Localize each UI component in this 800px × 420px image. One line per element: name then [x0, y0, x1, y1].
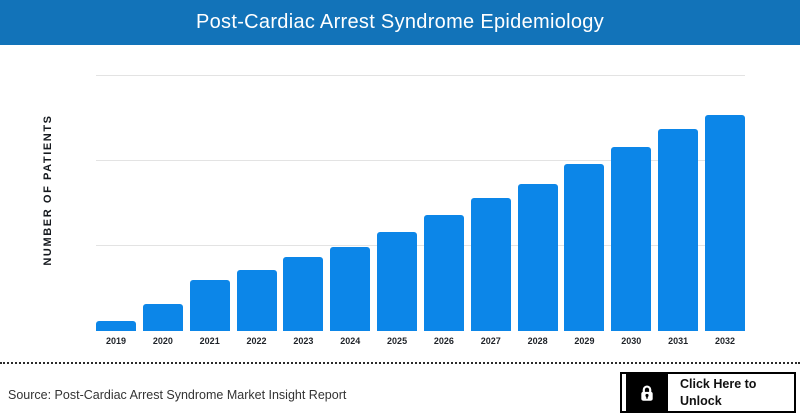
x-axis-tick-2025: 2025: [387, 336, 408, 346]
x-axis-labels: 2019 2020 2021 2022 2023 2024 2025 2026 2027 2028…: [96, 336, 745, 346]
bar-2027: [470, 198, 511, 331]
bar-2024: [330, 247, 371, 331]
x-axis-tick-2023: 2023: [293, 336, 314, 346]
bar-2031: [658, 129, 699, 331]
gridline: [96, 160, 745, 161]
chart-title: Post-Cardiac Arrest Syndrome Epidemiolog…: [195, 11, 605, 33]
x-axis-tick-2026: 2026: [433, 336, 454, 346]
x-axis-tick-2029: 2029: [574, 336, 595, 346]
unlock-label-line1: Click Here to: [680, 377, 757, 392]
x-axis-tick-2027: 2027: [480, 336, 501, 346]
y-axis-label: NUMBER OF PATIENTS: [42, 114, 54, 266]
bar-2025: [377, 232, 418, 331]
x-axis-tick-2032: 2032: [714, 336, 735, 346]
source-text: Source: Post-Cardiac Arrest Syndrome Mar…: [8, 388, 347, 402]
bar-2026: [423, 215, 464, 331]
bar-2019: [96, 321, 136, 331]
bar-2022: [236, 270, 277, 331]
x-axis-tick-2028: 2028: [527, 336, 548, 346]
bars: [96, 75, 745, 331]
bar-2023: [283, 257, 324, 331]
lock-icon: [626, 374, 668, 411]
x-axis-tick-2031: 2031: [668, 336, 689, 346]
plot-area: [96, 75, 745, 331]
bar-2032: [704, 115, 745, 331]
gridline: [96, 75, 745, 76]
unlock-button[interactable]: Click Here to Unlock: [620, 372, 796, 413]
bar-2020: [142, 304, 183, 331]
x-axis-tick-2030: 2030: [621, 336, 642, 346]
gridline: [96, 245, 745, 246]
x-axis-tick-2024: 2024: [340, 336, 361, 346]
x-axis-tick-2019: 2019: [105, 336, 127, 346]
x-axis-tick-2022: 2022: [246, 336, 267, 346]
bar-2029: [564, 164, 605, 331]
unlock-label-line2: Unlock: [680, 393, 722, 408]
dotted-separator: [0, 362, 800, 364]
title-banner: Post-Cardiac Arrest Syndrome Epidemiolog…: [0, 0, 800, 45]
unlock-button-label: Click Here to Unlock: [668, 374, 756, 411]
bar-2021: [189, 280, 230, 331]
x-axis-tick-2020: 2020: [152, 336, 173, 346]
bar-2030: [611, 147, 652, 331]
x-axis-tick-2021: 2021: [199, 336, 220, 346]
bar-2028: [517, 184, 558, 331]
